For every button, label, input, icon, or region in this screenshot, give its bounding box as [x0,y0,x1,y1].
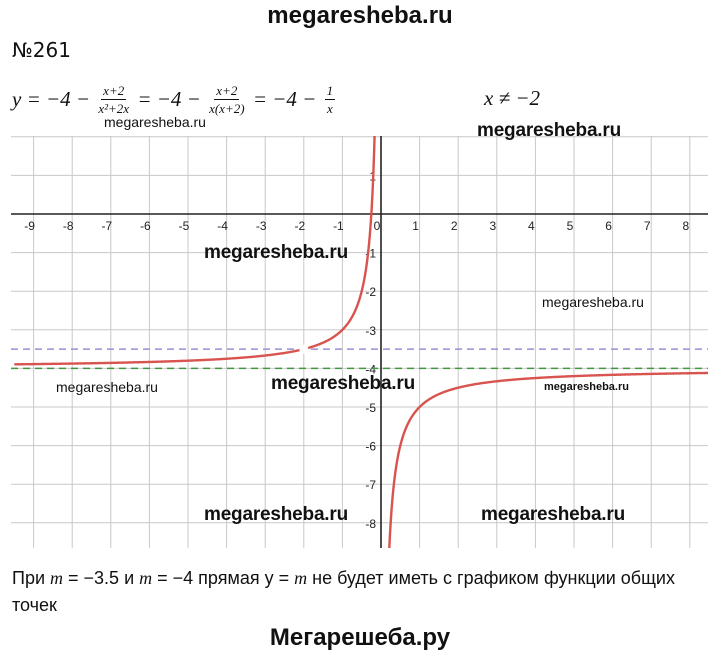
excluded-point [299,344,309,354]
site-footer: Мегарешеба.ру [269,624,451,651]
x-tick-label: 2 [451,219,458,233]
watermark: megaresheba.ru [481,504,625,525]
x-tick-label: -7 [101,219,112,233]
fraction-3: 1 x [324,82,336,116]
watermark: megaresheba.ru [477,120,621,141]
answer-text: При m = −3.5 и m = −4 прямая y = m не бу… [12,565,702,619]
x-tick-label: -4 [217,219,228,233]
y-tick-label: -5 [365,401,376,415]
problem-number: №261 [12,38,71,62]
y-tick-label: -4 [365,362,376,376]
formula-part-1: y = −4 − [12,86,96,111]
x-tick-label: 8 [682,219,689,233]
curve-left-branch [14,136,376,366]
fraction-1: x+2 x²+2x [98,83,129,116]
fraction-2-denominator: x(x+2) [209,100,245,116]
x-tick-label: 3 [489,219,496,233]
x-tick-label: -2 [294,219,305,233]
fraction-2: x+2 x(x+2) [209,83,244,116]
y-tick-label: -2 [365,285,376,299]
x-tick-label: -1 [333,219,344,233]
y-tick-label: -3 [365,324,376,338]
watermark: megaresheba.ru [204,242,348,263]
fraction-3-denominator: x [326,100,333,116]
fraction-1-numerator: x+2 [101,82,127,100]
function-formula: y = −4 − x+2 x²+2x = −4 − x+2 x(x+2) = −… [12,80,338,118]
answer-part: = −4 прямая y = [152,568,295,588]
watermark: megaresheba.ru [56,379,158,395]
x-tick-label: 5 [567,219,574,233]
x-tick-label: -3 [256,219,267,233]
curve-right-branch [388,371,708,548]
x-tick-label: 1 [412,219,419,233]
answer-var-m: m [139,568,153,588]
watermark: megaresheba.ru [542,294,644,310]
x-tick-label: 4 [528,219,535,233]
x-tick-label: -6 [140,219,151,233]
answer-part: = −3.5 и [63,568,140,588]
x-tick-label: -8 [63,219,74,233]
answer-part: При [12,568,51,588]
answer-var-m: m [294,568,308,588]
watermark: megaresheba.ru [104,114,206,130]
y-tick-label: -6 [365,440,376,454]
site-header: megaresheba.ru [267,2,453,29]
formula-part-3: = −4 − [247,86,322,111]
fraction-1-denominator: x²+2x [98,100,130,116]
answer-var-m: m [50,568,64,588]
formula-part-2: = −4 − [132,86,207,111]
x-tick-label: 0 [374,219,381,233]
fraction-2-numerator: x+2 [214,82,240,100]
answer-part: не будет иметь с графиком функции общих … [12,568,675,615]
watermark: megaresheba.ru [544,381,629,393]
y-tick-label: -8 [365,517,376,531]
x-tick-label: -9 [24,219,35,233]
watermark: megaresheba.ru [271,373,415,394]
x-tick-label: -5 [179,219,190,233]
domain-condition: x ≠ −2 [484,86,541,110]
fraction-3-numerator: 1 [324,82,336,100]
y-tick-label: -1 [365,247,376,261]
watermark: megaresheba.ru [204,504,348,525]
y-tick-label: -7 [365,478,376,492]
x-tick-label: 7 [644,219,651,233]
x-tick-label: 6 [605,219,612,233]
